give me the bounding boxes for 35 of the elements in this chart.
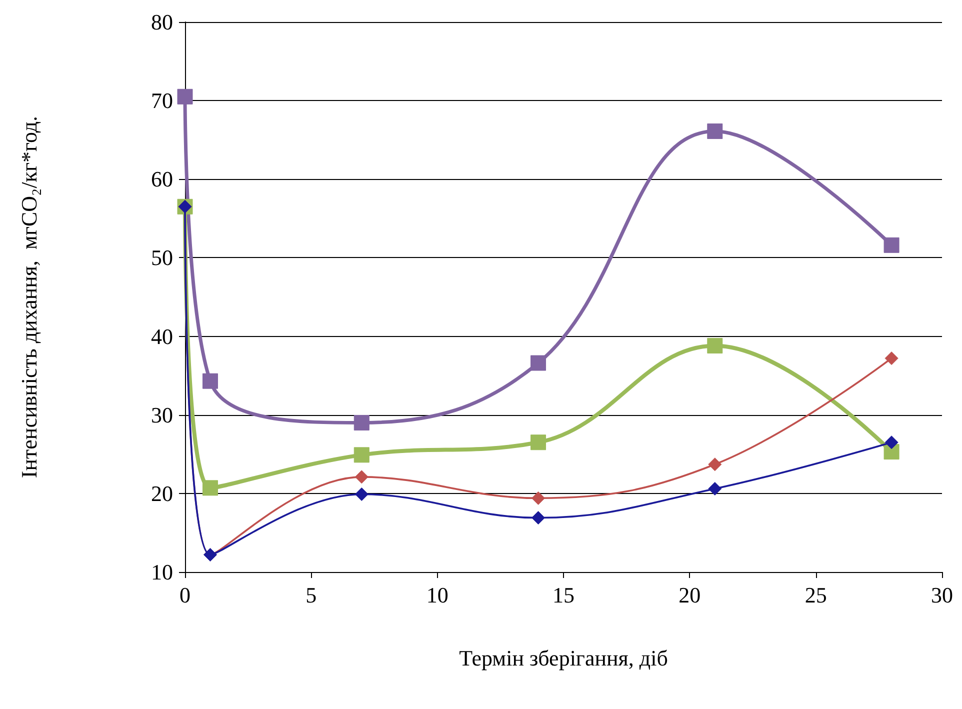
point [884, 352, 898, 366]
x-tick-label: 5 [306, 582, 317, 608]
y-axis-title: Інтенсивність дихання, мгCO₂/кг*год. [16, 116, 42, 478]
y-tick-label: 80 [151, 10, 173, 34]
point [708, 482, 722, 496]
point [707, 123, 723, 139]
x-axis-title: Термін зберігання, діб [459, 646, 668, 670]
point [202, 480, 218, 496]
x-tick-label: 20 [678, 582, 701, 608]
x-tick-label: 25 [804, 582, 827, 608]
y-tick-label: 20 [151, 480, 173, 506]
x-tick-label: 15 [552, 582, 574, 608]
x-tick-label: 0 [180, 582, 190, 608]
y-tick-label: 30 [151, 402, 173, 428]
y-tick-label: 40 [151, 324, 173, 349]
point [354, 487, 368, 501]
point [884, 436, 898, 450]
point [354, 414, 370, 430]
point [202, 373, 218, 389]
point [354, 470, 368, 484]
point [532, 491, 546, 505]
point [708, 458, 722, 472]
x-tick-label: 30 [931, 582, 953, 608]
point [530, 355, 546, 371]
point [177, 88, 193, 104]
point [884, 237, 900, 253]
point [354, 447, 370, 463]
point [707, 338, 723, 354]
y-tick-label: 70 [151, 88, 173, 114]
y-tick-label: 50 [151, 245, 173, 270]
point [530, 434, 546, 450]
point [532, 511, 546, 525]
y-tick-label: 60 [151, 166, 173, 192]
x-tick-label: 10 [426, 582, 448, 608]
y-tick-label: 10 [151, 560, 173, 584]
